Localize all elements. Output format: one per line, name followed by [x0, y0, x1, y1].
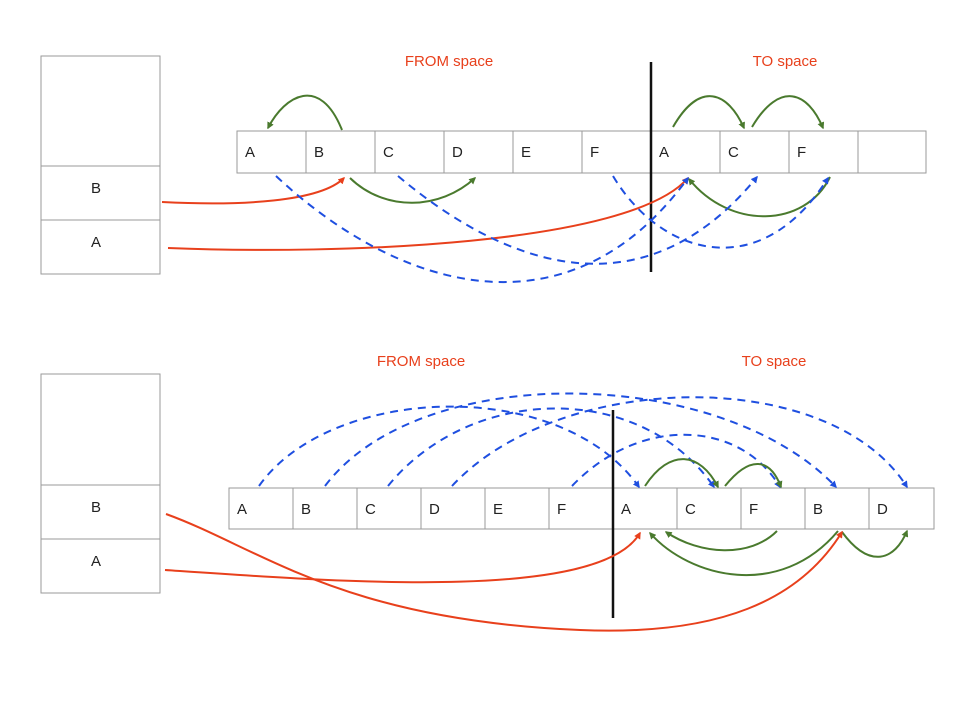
bottom-heap-label-8: F: [749, 501, 758, 518]
bottom-heap-cell-7: [676, 487, 742, 530]
top-ref-arrow: [349, 177, 477, 204]
bottom-root-stack: B A: [40, 373, 161, 594]
top-heap-cell-0: [236, 130, 307, 174]
bottom-root-pointer-a: [164, 531, 641, 584]
bottom-heap-cell-1: [292, 487, 358, 530]
bottom-heap-cell-0: [228, 487, 294, 530]
top-heap-cell-9: [857, 130, 927, 174]
top-root-pointer-a: [167, 176, 689, 251]
top-forward-arrow: [397, 175, 758, 265]
bottom-heap-label-5: F: [557, 501, 566, 518]
bottom-heap-cell-3: [420, 487, 486, 530]
bottom-ref-arrow: [724, 463, 783, 489]
bottom-heap-cell-2: [356, 487, 422, 530]
bottom-stack-slot-empty: [40, 373, 161, 486]
bottom-heap-label-3: D: [429, 501, 440, 518]
bottom-ref-arrow: [841, 529, 909, 558]
top-heap-label-3: D: [452, 144, 463, 161]
bottom-from-space-label: FROM space: [377, 353, 465, 370]
top-heap-label-7: C: [728, 144, 739, 161]
bottom-heap-label-2: C: [365, 501, 376, 518]
bottom-heap-label-7: C: [685, 501, 696, 518]
top-forward-arrow: [612, 175, 829, 249]
top-ref-arrow: [688, 176, 831, 218]
bottom-to-space-label: TO space: [742, 353, 807, 370]
bottom-root-pointer-b: [165, 513, 843, 632]
top-heap-label-8: F: [797, 144, 806, 161]
bottom-stack-slot-a: [40, 538, 161, 594]
top-heap-label-6: A: [659, 144, 669, 161]
bottom-heap-label-9: B: [813, 501, 823, 518]
bottom-stack-slot-b: [40, 484, 161, 540]
top-heap-cell-4: [512, 130, 583, 174]
top-heap-cell-3: [443, 130, 514, 174]
bottom-heap-label-6: A: [621, 501, 631, 518]
bottom-forward-arrow: [258, 405, 640, 489]
bottom-heap-cell-4: [484, 487, 550, 530]
bottom-stack-label-b: B: [91, 499, 101, 516]
top-heap-label-1: B: [314, 144, 324, 161]
bottom-heap-cell-6: [612, 487, 678, 530]
top-root-stack: B A: [40, 55, 161, 275]
bottom-forward-arrow: [387, 407, 715, 489]
top-heap-cell-5: [581, 130, 652, 174]
top-stack-label-b: B: [91, 180, 101, 197]
top-stack-slot-empty: [40, 55, 161, 167]
top-to-space-label: TO space: [753, 53, 818, 70]
top-heap-label-5: F: [590, 144, 599, 161]
bottom-ref-arrow: [664, 530, 778, 552]
top-root-pointer-b: [161, 177, 345, 205]
top-heap-cell-2: [374, 130, 445, 174]
bottom-heap-label-1: B: [301, 501, 311, 518]
top-stack-label-a: A: [91, 234, 101, 251]
top-forward-arrow: [275, 175, 689, 284]
top-from-space-label: FROM space: [405, 53, 493, 70]
top-ref-arrow: [751, 95, 825, 130]
top-heap-label-2: C: [383, 144, 394, 161]
bottom-diagram: FROM space TO space B A A B C D E F A C: [40, 353, 935, 632]
top-stack-slot-b: [40, 165, 161, 221]
bottom-heap-label-10: D: [877, 501, 888, 518]
top-stack-slot-a: [40, 219, 161, 275]
top-ref-arrow: [267, 94, 343, 131]
bottom-heap-label-0: A: [237, 501, 247, 518]
bottom-forward-arrow: [324, 392, 837, 489]
top-heap: A B C D E F A C F: [236, 130, 927, 174]
bottom-heap-cell-9: [804, 487, 870, 530]
top-ref-arrow: [672, 95, 745, 130]
bottom-ref-arrow: [644, 458, 719, 489]
bottom-heap-cell-5: [548, 487, 614, 530]
top-heap-label-0: A: [245, 144, 255, 161]
top-diagram: FROM space TO space B A A B C D E F A C: [40, 53, 927, 284]
bottom-stack-label-a: A: [91, 553, 101, 570]
bottom-heap: A B C D E F A C F B D: [228, 487, 935, 530]
bottom-ref-arrow: [649, 530, 839, 577]
top-heap-label-4: E: [521, 144, 531, 161]
top-heap-cell-7: [719, 130, 790, 174]
bottom-heap-label-4: E: [493, 501, 503, 518]
